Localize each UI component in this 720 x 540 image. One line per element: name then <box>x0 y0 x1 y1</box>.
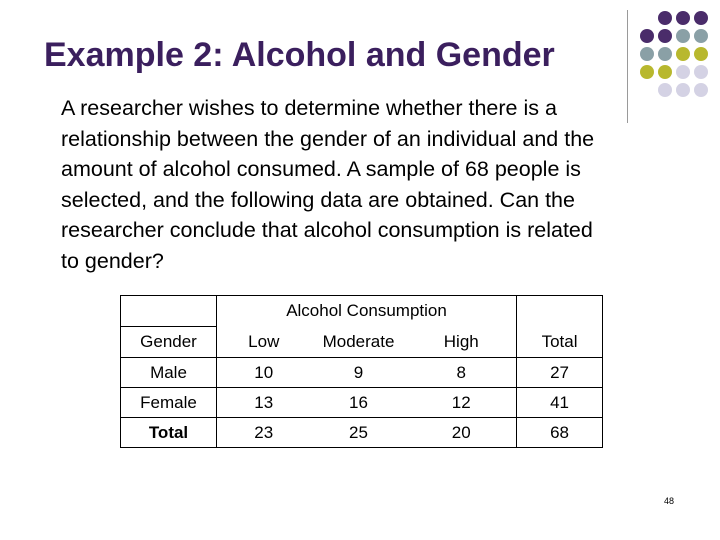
table-cell: 9 <box>310 357 407 388</box>
table-cell: Male <box>120 357 217 388</box>
body-line: amount of alcohol consumed. A sample of … <box>61 157 581 182</box>
decorative-dot <box>694 47 708 61</box>
table-cell: 13 <box>216 387 311 418</box>
slide-title: Example 2: Alcohol and Gender <box>44 36 555 74</box>
table-cell: 10 <box>216 357 311 388</box>
decorative-dot <box>694 11 708 25</box>
body-line: selected, and the following data are obt… <box>61 187 575 212</box>
table-row: Male 10 9 8 27 <box>120 357 604 388</box>
decorative-dot <box>658 83 672 97</box>
table-header-row: Gender Low Moderate High Total <box>120 326 604 358</box>
table-cell: 12 <box>406 387 518 418</box>
table-cell: 8 <box>406 357 518 388</box>
table-row: Female 13 16 12 41 <box>120 387 604 418</box>
column-header-total: Total <box>516 326 604 358</box>
decorative-dot <box>640 65 654 79</box>
table-group-header-row: Alcohol Consumption <box>120 295 604 327</box>
decorative-dot <box>658 11 672 25</box>
table-cell: Total <box>120 417 217 448</box>
table-empty-header-cell <box>120 295 217 327</box>
decorative-dot <box>694 83 708 97</box>
page-number: 48 <box>664 496 675 506</box>
table-cell: Female <box>120 387 217 418</box>
decorative-dot <box>694 29 708 43</box>
table-cell: 20 <box>406 417 518 448</box>
decorative-dot <box>694 65 708 79</box>
table-cell: 16 <box>310 387 407 418</box>
decorative-divider-line <box>627 10 628 123</box>
table-cell: 25 <box>310 417 407 448</box>
column-header-moderate: Moderate <box>322 331 395 351</box>
decorative-dot <box>658 29 672 43</box>
contingency-table: Alcohol Consumption Gender Low Moderate … <box>120 295 604 448</box>
table-empty-header-cell <box>516 295 604 327</box>
table-cell: 27 <box>516 357 604 388</box>
table-cell: 68 <box>516 417 604 448</box>
decorative-dot <box>658 47 672 61</box>
table-row: Total 23 25 20 68 <box>120 417 604 448</box>
column-header-high: High <box>406 326 518 358</box>
decorative-dot <box>676 83 690 97</box>
decorative-dot <box>676 47 690 61</box>
body-paragraph: A researcher wishes to determine whether… <box>61 93 661 277</box>
table-cell: 41 <box>516 387 604 418</box>
decorative-dot <box>676 65 690 79</box>
body-line: relationship between the gender of an in… <box>61 126 595 151</box>
table-cell: 23 <box>216 417 311 448</box>
body-line: A researcher wishes to determine whether… <box>61 96 557 120</box>
decorative-dot <box>640 29 654 43</box>
body-line: to gender? <box>61 248 164 273</box>
body-line: researcher conclude that alcohol consump… <box>61 218 593 243</box>
decorative-dot <box>676 11 690 25</box>
table-group-header: Alcohol Consumption <box>216 295 518 327</box>
decorative-dot <box>640 47 654 61</box>
column-header-low: Low <box>248 331 280 351</box>
column-header-gender: Gender <box>120 326 217 358</box>
decorative-dot <box>658 65 672 79</box>
decorative-dot <box>676 29 690 43</box>
